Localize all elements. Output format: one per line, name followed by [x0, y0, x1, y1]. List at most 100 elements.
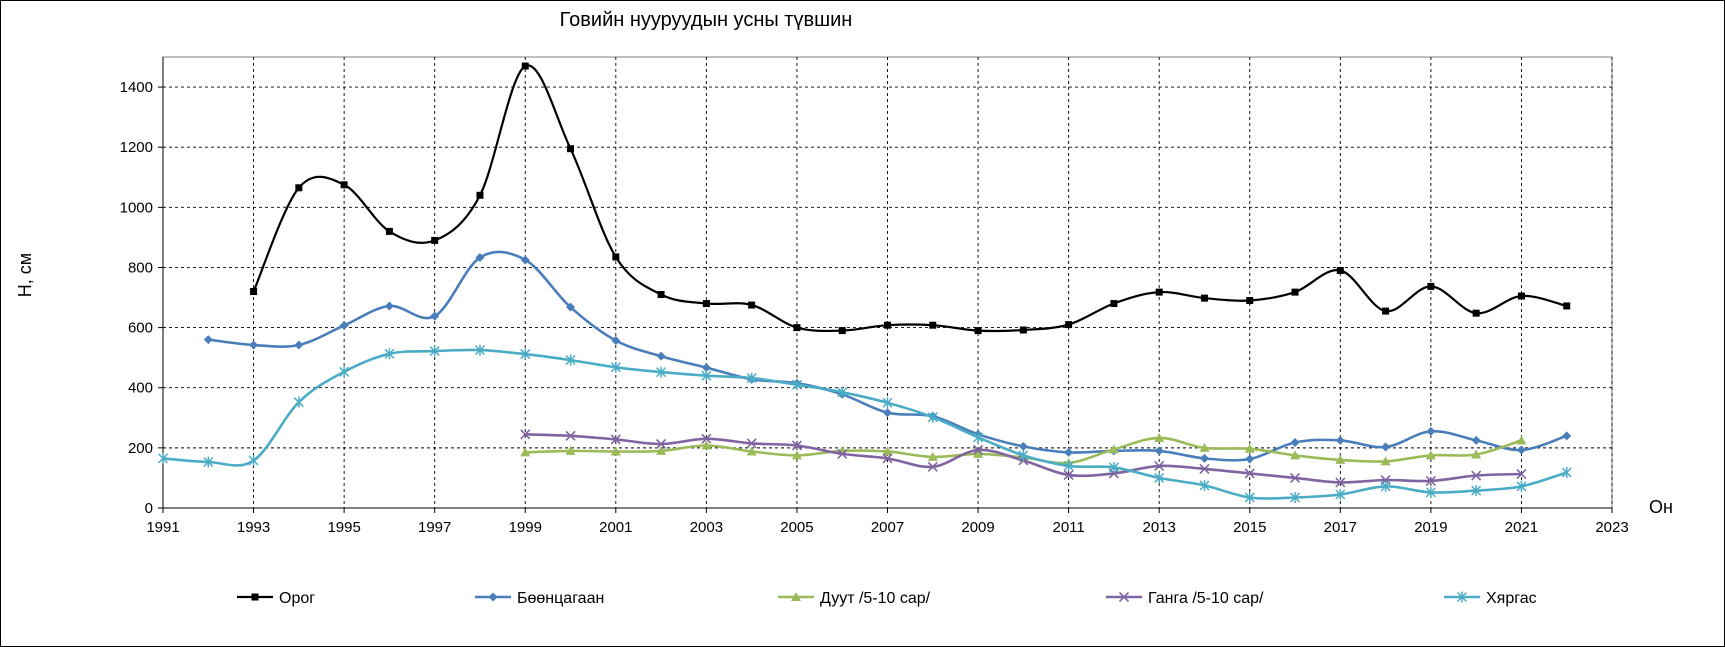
data-point: [882, 453, 893, 464]
data-point: [1335, 435, 1345, 445]
data-point: [1199, 453, 1209, 463]
data-point: [656, 438, 667, 450]
data-point: [927, 451, 938, 461]
data-point: [565, 445, 576, 455]
y-tick-label: 600: [128, 320, 153, 337]
data-point: [1064, 447, 1074, 457]
series-4: [157, 344, 1572, 503]
x-tick-label: 2001: [599, 519, 632, 536]
legend-item: Хяргас: [1444, 590, 1537, 607]
data-point: [157, 452, 169, 464]
x-tick-label: 1999: [509, 519, 542, 536]
data-point: [567, 145, 575, 153]
data-point: [1200, 294, 1208, 302]
data-point: [1472, 309, 1480, 317]
data-point: [837, 386, 848, 398]
data-point: [1516, 468, 1527, 480]
data-point: [430, 311, 440, 321]
x-tick-label: 2003: [690, 519, 723, 536]
data-point: [701, 363, 711, 373]
data-point: [972, 444, 984, 456]
data-point: [1426, 426, 1436, 436]
data-point: [293, 396, 304, 408]
data-point: [1562, 431, 1572, 441]
data-point: [1199, 442, 1210, 452]
data-point: [884, 321, 891, 329]
legend-marker: [488, 592, 498, 602]
data-point: [974, 327, 982, 335]
data-point: [1516, 480, 1527, 492]
data-point: [476, 191, 484, 199]
data-point: [657, 291, 665, 299]
data-point: [701, 370, 712, 382]
data-point: [520, 429, 531, 440]
legend-item: Орог: [237, 590, 315, 607]
data-point: [1110, 300, 1118, 308]
data-point: [1380, 480, 1391, 492]
y-tick-label: 1000: [120, 199, 153, 216]
data-point: [973, 431, 984, 443]
data-point: [791, 440, 803, 451]
x-tick-label: 1993: [237, 519, 270, 536]
data-point: [1335, 488, 1346, 500]
legend-item: Дуут /5-10 сар/: [778, 590, 931, 607]
data-point: [1290, 450, 1301, 460]
data-point: [431, 236, 439, 244]
data-point: [429, 345, 440, 357]
data-point: [203, 456, 214, 468]
x-tick-label: 2013: [1143, 519, 1176, 536]
legend-item: Бөөнцагаан: [475, 590, 604, 607]
data-point: [1245, 454, 1255, 464]
data-point: [612, 253, 620, 261]
legend-marker: [1456, 591, 1468, 603]
data-point: [610, 446, 621, 456]
x-tick-label: 2017: [1324, 519, 1357, 536]
data-point: [791, 450, 802, 460]
series-lines: [157, 62, 1572, 503]
data-point: [1382, 307, 1390, 315]
x-tick-label: 2009: [961, 519, 994, 536]
data-point: [746, 372, 757, 384]
legend-marker: [251, 593, 259, 601]
data-point: [1471, 470, 1482, 481]
legend-label: Ганга /5-10 сар/: [1148, 590, 1264, 607]
y-tick-label: 1200: [120, 139, 153, 156]
data-point: [611, 336, 621, 346]
legend: Орог Бөөнцагаан Дуут /5-10 сар/Ганга /5-10…: [237, 590, 1537, 607]
data-point: [1381, 442, 1391, 452]
data-point: [384, 348, 395, 360]
x-axis-label: Он: [1649, 497, 1673, 517]
data-point: [521, 62, 529, 70]
data-point: [339, 366, 350, 378]
chart-title: Говийн нууруудын усны түвшин: [560, 9, 853, 31]
data-point: [1425, 475, 1436, 487]
legend-item: Ганга /5-10 сар/: [1106, 590, 1264, 607]
data-point: [295, 184, 303, 192]
data-point: [520, 348, 531, 360]
data-point: [565, 354, 576, 366]
data-point: [1063, 469, 1074, 480]
data-point: [746, 438, 757, 449]
data-point: [1471, 449, 1482, 459]
data-point: [520, 447, 531, 457]
data-point: [339, 320, 349, 330]
data-point: [248, 454, 259, 466]
legend-label: Бөөнцагаан: [517, 590, 604, 607]
legend-marker: [791, 592, 801, 601]
y-tick-label: 0: [145, 500, 153, 517]
data-point: [1335, 454, 1346, 464]
data-point: [701, 433, 712, 444]
legend-label: Дуут /5-10 сар/: [820, 590, 931, 607]
grid: [162, 56, 1613, 509]
data-point: [656, 445, 667, 455]
y-tick-label: 800: [128, 259, 153, 276]
data-point: [746, 446, 757, 456]
data-point: [838, 327, 846, 335]
data-point: [566, 302, 576, 312]
data-point: [1244, 491, 1255, 503]
data-point: [702, 300, 710, 308]
legend-label: Орог: [279, 590, 315, 607]
data-point: [1019, 326, 1027, 334]
x-tick-label: 2015: [1233, 519, 1266, 536]
data-point: [1155, 288, 1163, 296]
